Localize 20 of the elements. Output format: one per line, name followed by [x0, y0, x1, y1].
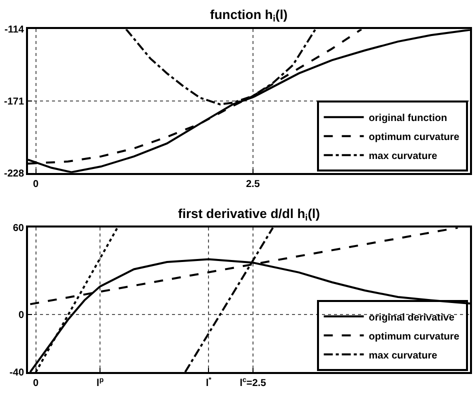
legend-label: optimum curvature: [368, 331, 460, 342]
legend-label: optimum curvature: [368, 132, 460, 144]
y-tick-label: -40: [10, 368, 24, 379]
y-tick-label: -228: [4, 168, 24, 180]
y-tick-label: -171: [4, 96, 24, 108]
legend-label: max curvature: [368, 151, 438, 162]
y-tick-label: 60: [12, 223, 24, 234]
legend-label: original function: [368, 113, 448, 124]
y-tick-label: -114: [4, 24, 24, 36]
x-tick-label: l$^{p}$: [96, 376, 104, 390]
x-tick-label: 0: [33, 378, 40, 390]
x-tick-label: l$^{*}$: [206, 376, 212, 390]
x-tick-label: 2.5: [246, 178, 260, 190]
x-tick-label: l$^{c}$=2.5: [240, 376, 267, 390]
y-tick-label: 0: [18, 310, 24, 321]
line-series: [28, 29, 470, 173]
chart-title: function h$_{i}$(l): [210, 7, 288, 24]
chart-title: first derivative d/dl h$_{i}$(l): [178, 206, 320, 223]
legend-label: original derivative: [368, 312, 455, 324]
legend-label: max curvature: [368, 350, 438, 362]
